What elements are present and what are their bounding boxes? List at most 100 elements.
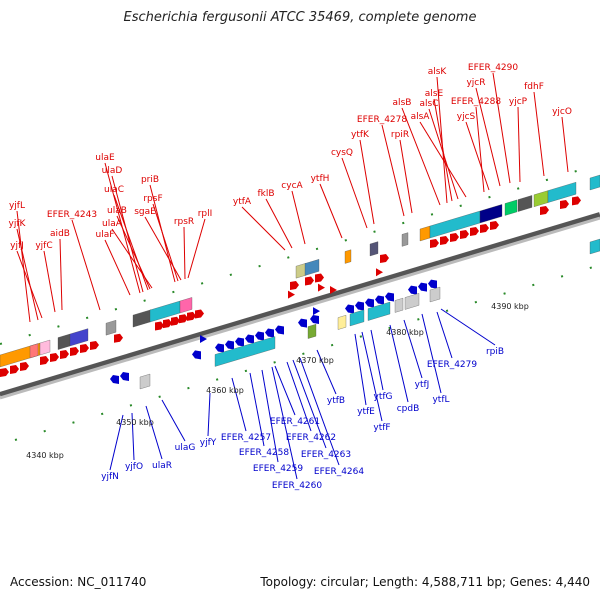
forward-gene-arrow (195, 309, 204, 319)
forward-gene-arrow (315, 273, 324, 283)
reverse-gene-arrow (365, 298, 374, 308)
forward-gene-arrow (480, 224, 489, 233)
ruler-tick-label: 4390 kbp (491, 302, 529, 311)
map-title: Escherichia fergusonii ATCC 35469, compl… (123, 10, 477, 25)
reverse-gene-arrow (310, 315, 319, 324)
reverse-gene-arrow (375, 295, 384, 305)
reverse-gene-arrow (385, 292, 394, 302)
gene-label-ulaC: ulaC (104, 185, 124, 195)
forward-gene-arrow (20, 362, 29, 371)
forward-gene-arrow (450, 233, 459, 242)
feature-block (304, 259, 320, 276)
gene-label-ytfB: ytfB (327, 396, 345, 406)
gene-label-aidB: aidB (50, 229, 70, 239)
gene-label-ytfL: ytfL (432, 395, 449, 405)
feature-block (369, 241, 379, 257)
forward-gene-arrow (50, 353, 59, 362)
genome-summary: Topology: circular; Length: 4,588,711 bp… (260, 575, 590, 589)
feature-block (214, 336, 276, 367)
forward-gene-arrow (90, 341, 99, 350)
forward-gene-arrow (560, 200, 569, 209)
ruler-tick-labels: 4340 kbp 4350 kbp 4360 kbp 4370 kbp 4380 kbp… (26, 302, 529, 460)
gene-label-yjfK: yjfK (9, 219, 27, 229)
forward-gene-arrow (60, 350, 69, 359)
forward-gene-arrow (470, 227, 479, 236)
gene-label-rpsF: rpsF (143, 194, 162, 204)
reverse-gene-arrow (418, 282, 427, 292)
feature-block (504, 199, 518, 216)
gene-label-ulaF: ulaF (96, 230, 115, 240)
gene-label-ytfH: ytfH (311, 174, 330, 184)
gene-label-priB: priB (141, 175, 159, 185)
feature-block (344, 249, 352, 264)
forward-gene-arrow (80, 344, 89, 353)
gene-label-EFER_4259: EFER_4259 (253, 464, 303, 474)
feature-block (419, 225, 431, 242)
gene-label-EFER_4290: EFER_4290 (468, 63, 518, 73)
reverse-gene-arrow (428, 279, 437, 289)
feature-block (547, 181, 577, 203)
feature-block (517, 195, 533, 212)
ruler-tick-label: 4360 kbp (206, 386, 244, 395)
reverse-gene-arrow (408, 285, 417, 295)
feature-block (132, 309, 152, 328)
gene-label-alsE: alsE (425, 89, 444, 99)
gene-label-cycA: cycA (281, 181, 303, 191)
gene-label-ytfF: ytfF (373, 423, 390, 433)
gene-label-EFER_4278: EFER_4278 (357, 115, 407, 125)
feature-block (367, 301, 391, 321)
ruler-tick-label: 4340 kbp (26, 451, 64, 460)
feature-block (429, 286, 441, 303)
gene-label-ytfG: ytfG (374, 392, 393, 402)
forward-gene-arrow (540, 206, 549, 215)
ruler-tick-label: 4350 kbp (116, 418, 154, 427)
gene-label-ulaG: ulaG (175, 443, 196, 453)
gene-features (0, 174, 600, 390)
forward-gene-arrow (40, 356, 49, 365)
gene-label-ulaE: ulaE (95, 153, 115, 163)
gene-label-EFER_4260: EFER_4260 (272, 481, 322, 491)
feature-block (69, 328, 89, 347)
ruler-tick-label: 4370 kbp (296, 356, 334, 365)
gene-label-yjfO: yjfO (125, 462, 143, 472)
forward-gene-arrow (171, 316, 180, 326)
feature-block (295, 262, 307, 279)
forward-gene-arrow (490, 221, 499, 230)
reverse-gene-arrow (355, 301, 364, 311)
feature-block (57, 333, 71, 350)
reverse-gene-arrow (215, 343, 224, 353)
forward-gene-arrow (10, 365, 19, 374)
forward-gene-arrow (179, 314, 188, 324)
reverse-gene-arrow (192, 350, 201, 360)
feature-block (179, 297, 193, 314)
feature-block (533, 190, 549, 208)
strand-marker (288, 290, 295, 299)
gene-label-ytfE: ytfE (357, 407, 375, 417)
forward-gene-arrow (460, 230, 469, 239)
coordinate-ruler (14, 264, 600, 441)
gc-marks (0, 163, 600, 345)
gene-label-ulaA: ulaA (102, 219, 123, 229)
gene-label-yjfN: yjfN (101, 472, 119, 482)
ruler-tick-label: 4380 kbp (386, 328, 424, 337)
reverse-gene-arrow (275, 325, 284, 335)
gene-label-EFER_4243: EFER_4243 (47, 210, 97, 220)
gene-label-ytfJ: ytfJ (415, 380, 430, 390)
gene-label-alsC: alsC (420, 99, 439, 109)
gene-label-yjcO: yjcO (552, 107, 572, 117)
forward-label-lines (16, 72, 569, 323)
gene-label-ytfA: ytfA (233, 197, 252, 207)
reverse-gene-arrow (298, 318, 307, 328)
forward-gene-arrow (572, 196, 581, 206)
gene-label-fdhF: fdhF (524, 82, 544, 92)
reverse-label-lines (109, 308, 496, 480)
reverse-gene-arrow (235, 337, 244, 347)
forward-gene-arrow (380, 254, 389, 263)
gene-label-yjcP: yjcP (509, 97, 528, 107)
gene-label-ulaD: ulaD (102, 166, 123, 176)
gene-label-EFER_4288: EFER_4288 (451, 97, 501, 107)
feature-block (589, 174, 600, 191)
strand-marker (376, 268, 383, 277)
feature-block (479, 204, 503, 224)
